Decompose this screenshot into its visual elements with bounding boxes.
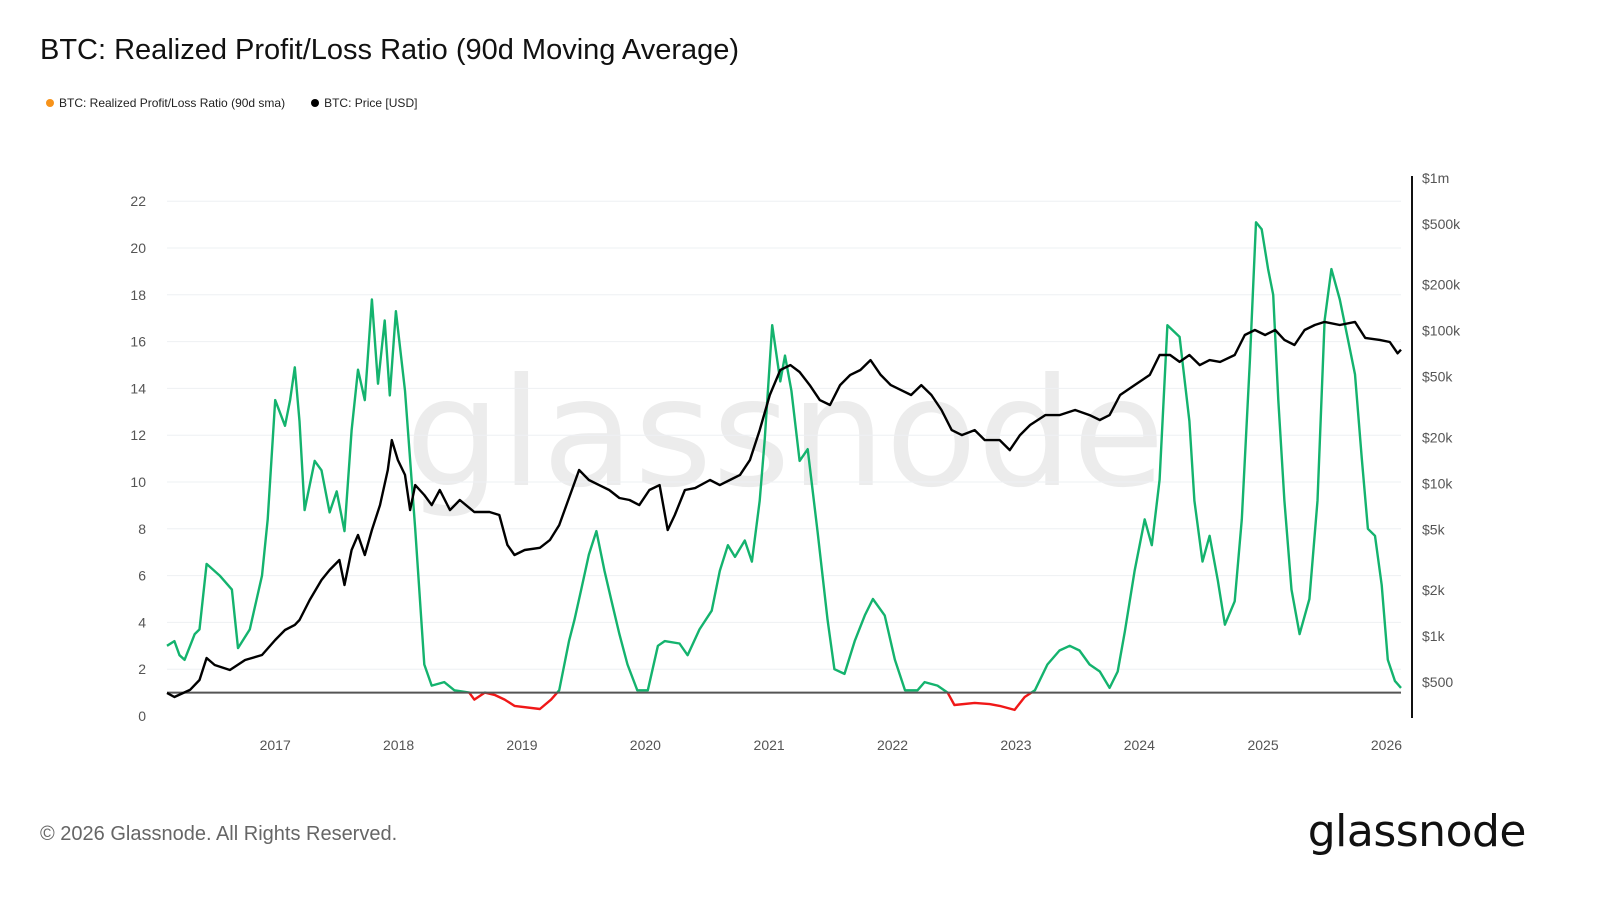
ratio-line-above-1 bbox=[166, 221, 1402, 693]
glassnode-logo: glassnode bbox=[1307, 806, 1527, 857]
series-group bbox=[166, 221, 1402, 712]
y-right-tick-label: $500k bbox=[1422, 216, 1461, 232]
y-right-tick-label: $2k bbox=[1422, 582, 1446, 598]
y-right-tick-label: $200k bbox=[1422, 277, 1461, 293]
y-left-tick-label: 2 bbox=[138, 661, 146, 677]
price-line bbox=[166, 320, 1402, 699]
legend: BTC: Realized Profit/Loss Ratio (90d sma… bbox=[46, 96, 417, 110]
axis-ticks: 0246810121416182022$500$1k$2k$5k$10k$20k… bbox=[130, 170, 1461, 753]
x-tick-label: 2021 bbox=[754, 737, 785, 753]
watermark: glassnode bbox=[405, 347, 1164, 521]
y-right-tick-label: $20k bbox=[1422, 429, 1453, 445]
x-tick-label: 2025 bbox=[1247, 737, 1278, 753]
x-tick-label: 2019 bbox=[506, 737, 537, 753]
copyright: © 2026 Glassnode. All Rights Reserved. bbox=[40, 823, 398, 845]
y-right-tick-label: $10k bbox=[1422, 475, 1453, 491]
y-left-tick-label: 8 bbox=[138, 521, 146, 537]
y-left-tick-label: 12 bbox=[130, 427, 146, 443]
x-tick-label: 2022 bbox=[877, 737, 908, 753]
x-tick-label: 2020 bbox=[630, 737, 661, 753]
x-tick-label: 2018 bbox=[383, 737, 414, 753]
y-right-tick-label: $50k bbox=[1422, 369, 1453, 385]
y-right-tick-label: $500 bbox=[1422, 674, 1453, 690]
chart-title: BTC: Realized Profit/Loss Ratio (90d Mov… bbox=[40, 34, 740, 66]
y-left-tick-label: 14 bbox=[130, 380, 146, 396]
y-right-tick-label: $5k bbox=[1422, 521, 1446, 537]
y-left-tick-label: 10 bbox=[130, 474, 146, 490]
legend-item-price[interactable]: BTC: Price [USD] bbox=[311, 96, 417, 110]
y-right-tick-label: $1m bbox=[1422, 170, 1449, 186]
y-left-tick-label: 18 bbox=[130, 287, 146, 303]
y-right-tick-label: $1k bbox=[1422, 628, 1446, 644]
y-left-tick-label: 6 bbox=[138, 568, 146, 584]
legend-label-price: BTC: Price [USD] bbox=[324, 96, 418, 110]
y-left-tick-label: 16 bbox=[130, 334, 146, 350]
x-tick-label: 2017 bbox=[260, 737, 291, 753]
legend-item-ratio[interactable]: BTC: Realized Profit/Loss Ratio (90d sma… bbox=[46, 96, 285, 110]
x-tick-label: 2024 bbox=[1124, 737, 1155, 753]
legend-dot-ratio bbox=[46, 99, 54, 107]
x-tick-label: 2026 bbox=[1371, 737, 1402, 753]
y-left-tick-label: 22 bbox=[130, 193, 146, 209]
y-left-tick-label: 4 bbox=[138, 614, 146, 630]
y-right-tick-label: $100k bbox=[1422, 323, 1461, 339]
y-left-tick-label: 20 bbox=[130, 240, 146, 256]
legend-dot-price bbox=[311, 99, 320, 107]
x-tick-label: 2023 bbox=[1000, 737, 1031, 753]
y-left-tick-label: 0 bbox=[138, 708, 146, 724]
legend-label-ratio: BTC: Realized Profit/Loss Ratio (90d sma… bbox=[59, 96, 286, 110]
